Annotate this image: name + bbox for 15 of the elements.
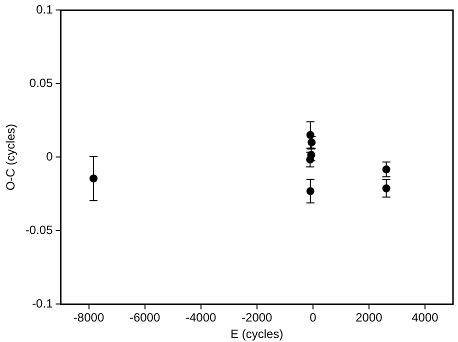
x-tick-label: 0 (310, 310, 317, 325)
y-tick-label: 0.05 (29, 76, 54, 90)
x-axis-title: E (cycles) (230, 327, 284, 342)
y-tick-label: -0.1 (32, 296, 54, 311)
point (306, 148, 316, 162)
y-tick-label: 0.1 (36, 2, 54, 17)
y-tick-label: -0.05 (25, 223, 54, 238)
x-tick-label: -6000 (129, 310, 160, 325)
y-axis-title: O-C (cycles) (4, 124, 18, 191)
x-tick-label: -2000 (242, 310, 273, 325)
y-tick-label: 0 (46, 150, 54, 164)
x-tick-label: 4000 (412, 310, 439, 325)
x-tick-label: -8000 (73, 310, 104, 325)
x-tick-label: 2000 (356, 310, 383, 325)
x-tick-label: -4000 (185, 310, 217, 325)
